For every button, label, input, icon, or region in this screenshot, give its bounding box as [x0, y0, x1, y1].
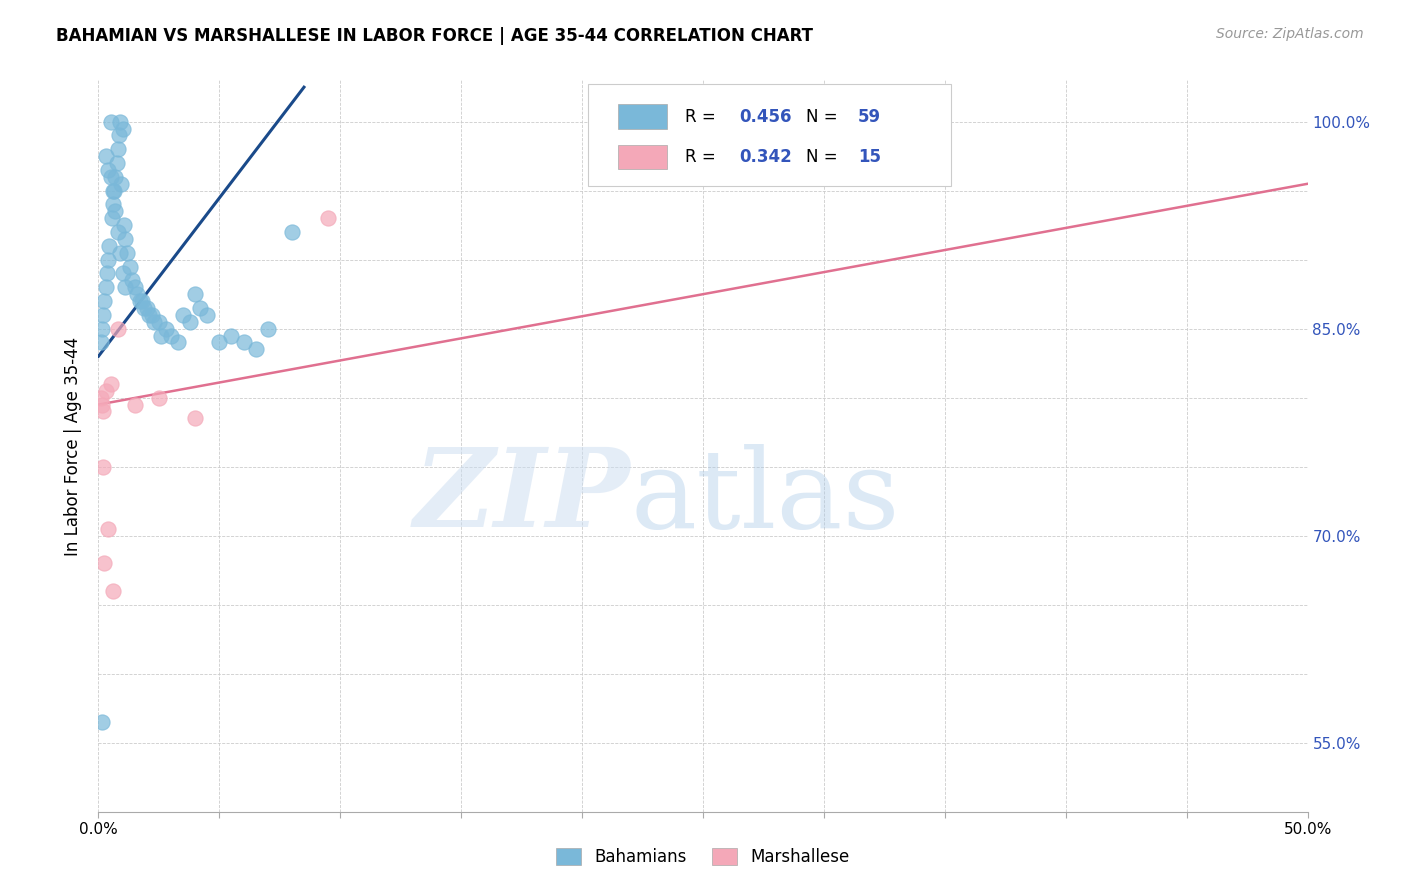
Point: [100, 169, 122, 184]
Point: [221, 328, 243, 343]
Text: 0.342: 0.342: [740, 148, 792, 166]
Point: [148, 315, 170, 329]
Point: [94, 280, 117, 294]
Point: [96, 267, 118, 281]
Point: [97, 252, 120, 267]
Point: [160, 328, 183, 343]
Bar: [619, 104, 666, 128]
Point: [101, 583, 124, 598]
Text: R =: R =: [685, 108, 721, 126]
Point: [184, 287, 207, 301]
Point: [90, 335, 112, 350]
Point: [256, 321, 278, 335]
Point: [117, 245, 139, 260]
Point: [105, 156, 128, 170]
Point: [91, 459, 114, 474]
Point: [103, 184, 125, 198]
Text: 15: 15: [858, 148, 880, 166]
Legend: Bahamians, Marshallese: Bahamians, Marshallese: [543, 834, 863, 880]
Point: [150, 328, 173, 343]
Point: [232, 335, 254, 350]
Point: [245, 343, 267, 357]
Point: [104, 169, 127, 184]
Text: BAHAMIAN VS MARSHALLESE IN LABOR FORCE | AGE 35-44 CORRELATION CHART: BAHAMIAN VS MARSHALLESE IN LABOR FORCE |…: [56, 27, 813, 45]
Point: [91, 321, 114, 335]
Point: [108, 114, 131, 128]
Text: 59: 59: [858, 108, 882, 126]
Text: N =: N =: [806, 108, 842, 126]
Text: N =: N =: [806, 148, 842, 166]
Text: atlas: atlas: [630, 443, 900, 550]
Point: [143, 315, 166, 329]
Point: [91, 404, 114, 418]
Point: [111, 121, 134, 136]
Text: Source: ZipAtlas.com: Source: ZipAtlas.com: [1216, 27, 1364, 41]
Point: [101, 197, 124, 211]
Point: [114, 280, 136, 294]
Point: [188, 301, 211, 315]
Text: R =: R =: [685, 148, 721, 166]
Point: [111, 267, 134, 281]
Point: [93, 294, 115, 309]
Point: [179, 315, 201, 329]
Point: [114, 232, 136, 246]
Text: 0.456: 0.456: [740, 108, 792, 126]
Point: [93, 557, 115, 571]
Point: [100, 211, 122, 226]
Point: [121, 273, 143, 287]
Point: [195, 308, 218, 322]
Point: [281, 225, 304, 239]
Point: [100, 114, 122, 128]
Point: [107, 225, 129, 239]
Point: [134, 301, 156, 315]
Point: [135, 301, 157, 315]
Point: [141, 308, 163, 322]
Point: [155, 321, 177, 335]
Point: [208, 335, 231, 350]
Point: [450, 832, 472, 847]
Point: [90, 391, 112, 405]
Point: [101, 184, 124, 198]
FancyBboxPatch shape: [588, 84, 950, 186]
Point: [184, 411, 207, 425]
Point: [127, 287, 149, 301]
Point: [107, 142, 129, 156]
Point: [104, 204, 127, 219]
Point: [91, 398, 114, 412]
Point: [172, 308, 194, 322]
Point: [94, 384, 117, 398]
Point: [131, 294, 153, 309]
Point: [108, 245, 131, 260]
Point: [124, 280, 146, 294]
Bar: [619, 145, 666, 169]
Point: [138, 308, 160, 322]
Point: [108, 128, 131, 143]
Point: [124, 398, 146, 412]
Point: [112, 218, 135, 232]
Point: [128, 294, 150, 309]
Text: ZIP: ZIP: [413, 443, 630, 551]
Point: [100, 376, 122, 391]
Point: [316, 211, 339, 226]
Point: [94, 149, 117, 163]
Point: [110, 177, 132, 191]
Point: [91, 714, 114, 729]
Point: [118, 260, 141, 274]
Point: [91, 308, 114, 322]
Point: [97, 163, 120, 178]
Point: [148, 391, 170, 405]
Point: [97, 522, 120, 536]
Y-axis label: In Labor Force | Age 35-44: In Labor Force | Age 35-44: [65, 336, 83, 556]
Point: [167, 335, 190, 350]
Point: [107, 321, 129, 335]
Point: [98, 239, 121, 253]
